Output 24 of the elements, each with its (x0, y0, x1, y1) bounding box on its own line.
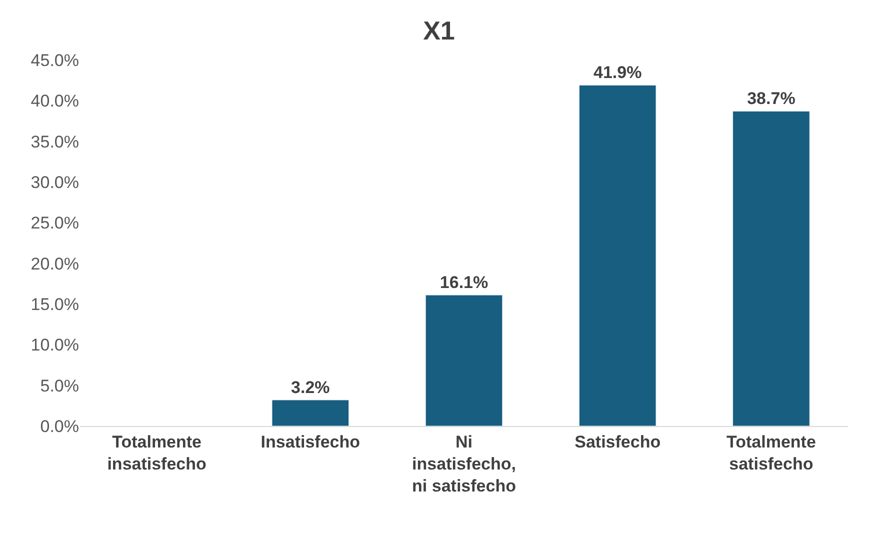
data-label: 3.2% (291, 378, 330, 397)
bar (578, 84, 656, 426)
x-tick-label: Insatisfecho (260, 432, 360, 452)
y-tick-label: 20.0% (30, 254, 79, 274)
y-tick-label: 40.0% (30, 92, 79, 111)
data-label: 16.1% (440, 273, 488, 292)
x-tick-label: Totalmente insatisfecho (107, 432, 206, 474)
y-tick-label: 45.0% (30, 50, 79, 70)
y-tick-label: 25.0% (30, 214, 79, 233)
y-tick-label: 30.0% (30, 172, 79, 192)
chart-title: X1 (423, 16, 455, 46)
y-tick-label: 5.0% (40, 376, 79, 396)
x-tick-label: Satisfecho (574, 432, 661, 452)
data-label: 38.7% (747, 89, 796, 108)
bar (425, 294, 503, 426)
y-tick-label: 15.0% (30, 294, 79, 314)
data-label: 41.9% (594, 63, 642, 82)
x-tick-label: Ni insatisfecho, ni satisfecho (412, 432, 516, 496)
bar (732, 110, 810, 426)
x-tick-label: Totalmente satisfecho (726, 432, 816, 474)
bar (272, 400, 350, 426)
y-tick-label: 10.0% (30, 336, 79, 355)
y-tick-label: 35.0% (30, 132, 79, 152)
y-tick-label: 0.0% (40, 416, 79, 436)
